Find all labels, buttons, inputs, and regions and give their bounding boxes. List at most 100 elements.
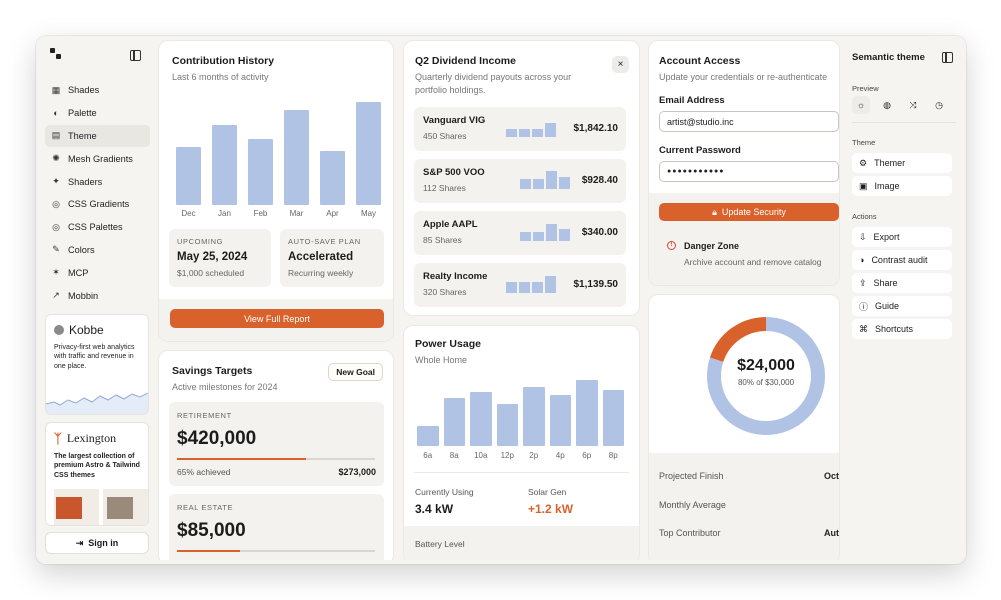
sidebar-item-mcp[interactable]: ✶ MCP	[45, 261, 150, 284]
danger-title: Danger Zone	[684, 241, 740, 251]
solar-gen-label: Solar Gen	[528, 487, 567, 497]
payout-bar	[545, 123, 556, 137]
sidebar-item-label: Mobbin	[68, 290, 99, 301]
stat-label: Monthly Average	[659, 500, 726, 510]
sidebar-item-shaders[interactable]: ✦ Shaders	[45, 170, 150, 193]
card-subtitle: Active milestones for 2024	[172, 382, 278, 392]
themer-button[interactable]: ⚙ Themer	[852, 153, 952, 173]
kobbe-ad[interactable]: Kobbe Privacy-first web analytics with t…	[45, 314, 149, 415]
holding-amount: $1,139.50	[573, 279, 619, 290]
card-title: Savings Targets	[172, 365, 253, 377]
colors-icon: ✎	[52, 244, 60, 255]
holding-shares: 450 Shares	[423, 131, 467, 141]
ad-text: Privacy-first web analytics with traffic…	[54, 344, 135, 370]
payout-minichart	[506, 121, 556, 137]
button-label: Export	[873, 232, 900, 242]
logo-icon	[50, 48, 62, 60]
history-icon[interactable]: ◷	[935, 99, 943, 110]
sign-in-label: Sign in	[88, 538, 119, 548]
command-icon: ⌘	[859, 323, 868, 334]
payout-bar	[545, 276, 556, 293]
stat-monthly-average: Monthly Average	[659, 500, 839, 510]
goal-target: $420,000	[177, 428, 257, 449]
payout-bar	[546, 224, 557, 241]
holding-amount: $928.40	[581, 175, 618, 186]
stat-value: Oct	[823, 471, 839, 481]
dividend-row[interactable]: S&P 500 VOO 112 Shares $928.40	[414, 159, 626, 203]
contribution-bar	[320, 151, 345, 205]
view-full-report-button[interactable]: View Full Report	[170, 309, 384, 328]
hour-label: 6a	[423, 451, 433, 460]
contribution-card: Contribution History Last 6 months of ac…	[158, 40, 394, 342]
sidebar-item-css-palettes[interactable]: ◎ CSS Palettes	[45, 216, 150, 239]
progress-donut	[707, 317, 825, 435]
sidebar-nav: ▦ Shades ◐ Palette ▤ Theme ✺ Mesh Gradients …	[45, 79, 150, 307]
palettes-icon: ◎	[52, 221, 60, 232]
battery-level-label: Battery Level	[415, 539, 465, 549]
dividend-row[interactable]: Vanguard VIG 450 Shares $1,842.10	[414, 107, 626, 151]
danger-zone[interactable]: ! Danger Zone Archive account and remove…	[659, 233, 839, 276]
power-bar	[602, 390, 624, 446]
holding-amount: $340.00	[581, 227, 618, 238]
shortcuts-button[interactable]: ⌘ Shortcuts	[852, 319, 952, 339]
sidebar-item-css-gradients[interactable]: ◎ CSS Gradients	[45, 193, 150, 216]
currently-using-value: 3.4 kW	[415, 502, 454, 516]
lexington-ad[interactable]: ᛉ Lexington The largest collection of pre…	[45, 422, 149, 526]
email-field[interactable]: artist@studio.inc	[659, 111, 839, 132]
contrast-icon[interactable]: ◍	[883, 99, 891, 110]
app-window: ▦ Shades ◐ Palette ▤ Theme ✺ Mesh Gradients …	[36, 36, 966, 564]
sidebar-item-shades[interactable]: ▦ Shades	[45, 79, 150, 102]
contribution-bar	[176, 147, 201, 205]
close-icon[interactable]: ×	[612, 56, 629, 73]
share-button[interactable]: ⇪ Share	[852, 273, 952, 293]
dividend-card: Q2 Dividend Income Quarterly dividend pa…	[403, 40, 640, 316]
sign-in-button[interactable]: ⇥ Sign in	[45, 532, 149, 554]
mesh-icon: ✺	[52, 153, 60, 164]
arrow-up-right-icon: ↗	[52, 290, 60, 301]
ad-title: Kobbe	[69, 323, 104, 337]
power-bar	[443, 398, 465, 446]
button-label: Themer	[874, 158, 906, 168]
payout-minichart	[520, 224, 570, 241]
month-label: Feb	[253, 209, 268, 218]
sidebar: ▦ Shades ◐ Palette ▤ Theme ✺ Mesh Gradients …	[36, 36, 156, 564]
contribution-bar	[356, 102, 381, 205]
panel-toggle-icon[interactable]	[942, 52, 953, 63]
dividend-row[interactable]: Realty Income 320 Shares $1,139.50	[414, 263, 626, 307]
new-goal-button[interactable]: New Goal	[328, 363, 383, 381]
image-button[interactable]: ▣ Image	[852, 176, 952, 196]
hour-label: 10a	[474, 451, 488, 460]
password-field[interactable]: ●●●●●●●●●●●	[659, 161, 839, 182]
sidebar-item-mesh-gradients[interactable]: ✺ Mesh Gradients	[45, 147, 150, 170]
dividend-row[interactable]: Apple AAPL 85 Shares $340.00	[414, 211, 626, 255]
sidebar-item-colors[interactable]: ✎ Colors	[45, 239, 150, 262]
password-label: Current Password	[659, 145, 741, 156]
card-subtitle: Whole Home	[415, 355, 468, 365]
info-icon: ⓘ	[859, 301, 869, 312]
card-subtitle: Last 6 months of activity	[172, 72, 269, 82]
sun-icon[interactable]: ☼	[852, 96, 870, 114]
update-security-button[interactable]: 🔒︎ Update Security	[659, 203, 839, 221]
holding-name: S&P 500 VOO	[423, 167, 485, 178]
export-button[interactable]: ⇩ Export	[852, 227, 952, 247]
lock-icon: 🔒︎	[712, 206, 717, 217]
month-label: Dec	[181, 209, 196, 218]
card-subtitle: Update your credentials or re-authentica…	[659, 72, 828, 82]
dashboard: Contribution History Last 6 months of ac…	[158, 40, 840, 560]
sidebar-item-theme[interactable]: ▤ Theme	[45, 124, 150, 148]
sidebar-item-label: Shaders	[68, 176, 103, 187]
goal-progress-card: $24,000 80% of $30,000 Projected Finish O…	[648, 294, 840, 560]
sidebar-item-label: Colors	[68, 244, 95, 255]
account-card: Account Access Update your credentials o…	[648, 40, 840, 286]
contrast-audit-button[interactable]: ◑ Contrast audit	[852, 250, 952, 270]
email-label: Email Address	[659, 95, 725, 106]
payout-bar	[519, 282, 530, 293]
sidebar-item-mobbin[interactable]: ↗ Mobbin	[45, 284, 150, 307]
sidebar-toggle-icon[interactable]	[130, 50, 141, 61]
sidebar-item-palette[interactable]: ◐ Palette	[45, 102, 150, 125]
image-icon: ▣	[859, 180, 868, 191]
guide-button[interactable]: ⓘ Guide	[852, 296, 952, 316]
button-label: Shortcuts	[875, 324, 914, 334]
solar-gen-value: +1.2 kW	[528, 502, 574, 516]
shuffle-icon[interactable]: ⤨	[909, 99, 917, 110]
